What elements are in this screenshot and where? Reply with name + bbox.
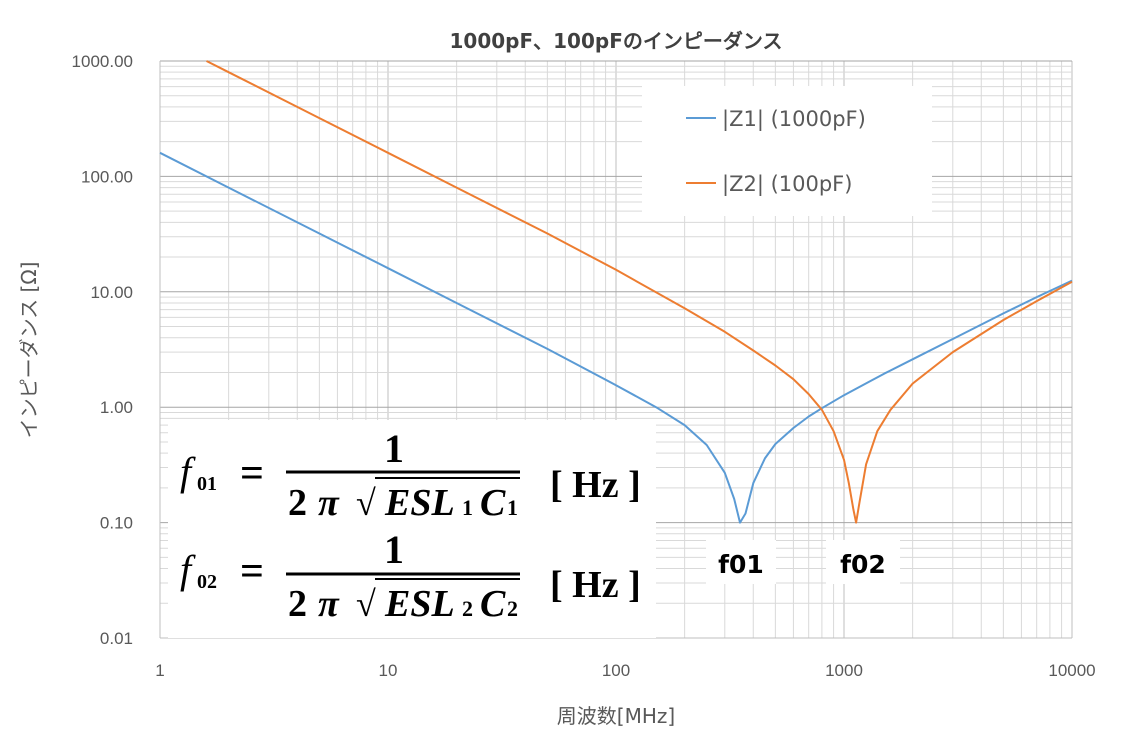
f01-label: f01	[718, 550, 764, 579]
series-line-z1	[159, 151, 1073, 524]
formula1-c: C	[480, 482, 506, 524]
formula2-pi: π	[318, 583, 340, 625]
y-tick-label: 1000.00	[72, 52, 133, 71]
f01-label-box	[706, 540, 776, 584]
formula1-c-subscript: 1	[507, 495, 518, 520]
y-tick-label: 10.00	[90, 283, 133, 302]
formula-f02: f 02 = 1 2 π √ ESL 2 C 2 [ Hz ]	[180, 527, 641, 625]
formula-panel: f 01 = 1 2 π √ ESL 1 C 1 [ Hz ] f 02 = 1…	[168, 420, 656, 638]
formula1-esl: ESL	[384, 482, 455, 524]
f02-label: f02	[840, 550, 886, 579]
formula2-two: 2	[288, 583, 307, 625]
x-tick-label: 10	[379, 661, 398, 680]
resonance-annotations: f01 f02	[706, 540, 900, 584]
formula2-radical: √	[356, 584, 376, 624]
tick-labels: 0.01 0.10 1.00 10.00 100.00 1000.00 1 10 100 1000…	[72, 52, 1096, 680]
y-tick-label: 1.00	[100, 398, 133, 417]
formula1-subscript: 01	[197, 473, 217, 495]
formula1-esl-subscript: 1	[462, 495, 473, 520]
x-tick-label: 1000	[825, 661, 863, 680]
formula1-pi: π	[318, 482, 340, 524]
formula2-subscript: 02	[197, 571, 217, 593]
formula2-numerator: 1	[384, 527, 404, 572]
series-line-z2	[206, 60, 1073, 524]
f02-label-box	[826, 540, 900, 584]
legend-label-z1: |Z1| (1000pF)	[722, 107, 866, 132]
series-layer	[159, 60, 1073, 524]
x-axis-title: 周波数[MHz]	[557, 704, 675, 728]
formula1-radical: √	[356, 483, 376, 523]
formula-panel-background	[168, 420, 656, 638]
formula2-equals: =	[240, 549, 264, 595]
formula-f01: f 01 = 1 2 π √ ESL 1 C 1 [ Hz ]	[180, 426, 641, 524]
formula1-numerator: 1	[384, 426, 404, 471]
formula2-esl-subscript: 2	[462, 596, 473, 621]
x-tick-label: 1	[155, 661, 164, 680]
formula2-c: C	[480, 583, 506, 625]
y-axis-title: インピーダンス [Ω]	[17, 262, 41, 439]
formula1-unit: [ Hz ]	[550, 464, 641, 506]
y-tick-label: 0.01	[100, 629, 133, 648]
formula1-equals: =	[240, 451, 264, 497]
legend-label-z2: |Z2| (100pF)	[722, 172, 852, 197]
formula1-two: 2	[288, 482, 307, 524]
y-tick-label: 0.10	[100, 514, 133, 533]
formula2-unit: [ Hz ]	[550, 564, 641, 606]
chart-title: 1000pF、100pFのインピーダンス	[450, 29, 783, 53]
y-tick-label: 100.00	[81, 167, 133, 186]
x-tick-label: 10000	[1048, 661, 1095, 680]
formula2-c-subscript: 2	[507, 596, 518, 621]
legend-box	[642, 86, 932, 216]
x-tick-label: 100	[602, 661, 630, 680]
formula2-esl: ESL	[384, 583, 455, 625]
legend: |Z1| (1000pF) |Z2| (100pF)	[642, 86, 932, 216]
